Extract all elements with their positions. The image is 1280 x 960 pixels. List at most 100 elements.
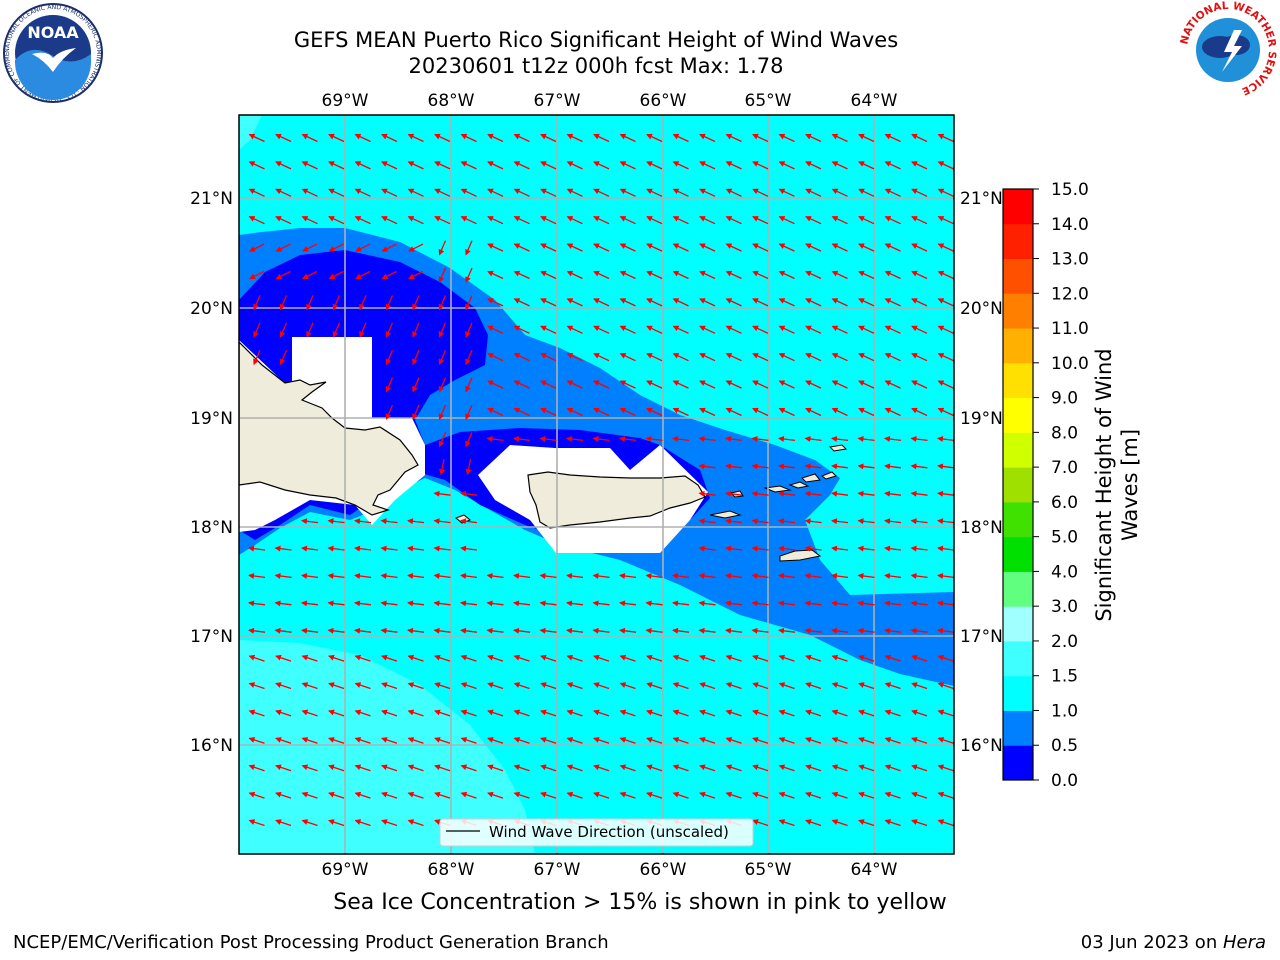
wave-direction-arrow [698, 490, 716, 497]
colorbar-tick-label: 14.0 [1051, 215, 1089, 235]
wave-direction-arrow [460, 490, 478, 497]
wave-direction-arrow [355, 270, 371, 280]
wave-direction-arrow [778, 791, 795, 799]
wave-direction-arrow [937, 161, 954, 170]
wave-direction-arrow [911, 243, 928, 252]
wave-direction-arrow [407, 573, 425, 579]
wave-direction-arrow [858, 325, 875, 334]
wave-direction-arrow [752, 737, 769, 744]
wave-direction-arrow [805, 243, 822, 252]
wave-direction-arrow [328, 682, 345, 690]
wave-direction-arrow [699, 133, 716, 143]
wave-direction-arrow [910, 436, 928, 442]
wave-direction-arrow [752, 325, 769, 334]
wave-direction-arrow [911, 764, 928, 772]
wave-direction-arrow [434, 764, 451, 772]
wave-direction-arrow [407, 545, 425, 552]
colorbar-swatch [1003, 467, 1033, 503]
wave-direction-arrow [672, 243, 689, 252]
wave-direction-arrow [301, 545, 319, 552]
wave-direction-arrow [619, 682, 636, 690]
colorbar-swatch [1003, 223, 1033, 260]
wave-direction-arrow [593, 270, 610, 280]
wave-direction-arrow [911, 791, 928, 799]
wave-direction-arrow [460, 518, 478, 525]
wave-direction-arrow [438, 377, 447, 393]
wave-direction-arrow [672, 654, 689, 662]
wave-direction-arrow [381, 188, 398, 197]
legend-label: Wind Wave Direction (unscaled) [489, 823, 729, 841]
wave-direction-arrow [911, 188, 928, 197]
wave-direction-arrow [460, 654, 477, 662]
wave-direction-arrow [804, 627, 822, 634]
wave-direction-arrow [407, 133, 424, 143]
wave-direction-arrow [911, 737, 928, 744]
wave-direction-arrow [381, 161, 398, 170]
wave-direction-arrow [752, 764, 769, 772]
wave-direction-arrow [460, 682, 477, 690]
wave-direction-arrow [619, 573, 637, 579]
wave-direction-arrow [831, 490, 849, 497]
wave-direction-arrow [465, 322, 473, 338]
wave-direction-arrow [407, 764, 424, 772]
wave-direction-arrow [884, 709, 901, 717]
wave-direction-arrow [385, 349, 394, 366]
wave-direction-arrow [381, 764, 398, 772]
wave-direction-arrow [884, 791, 901, 799]
wave-direction-arrow [487, 380, 504, 389]
wave-direction-arrow [253, 322, 261, 338]
lon-label-top: 69°W [322, 91, 369, 111]
colorbar-swatch [1003, 397, 1033, 433]
colorbar-tick-label: 11.0 [1051, 319, 1089, 339]
wave-direction-arrow [513, 600, 531, 607]
wave-direction-arrow [672, 407, 689, 417]
wave-direction-arrow [752, 682, 769, 690]
wave-direction-arrow [672, 325, 689, 334]
wave-direction-arrow [540, 243, 557, 252]
wave-direction-arrow [248, 819, 265, 827]
wave-direction-arrow [513, 791, 530, 799]
wave-direction-arrow [857, 573, 875, 579]
graticule [239, 115, 954, 854]
lat-label-left: 21°N [190, 189, 233, 209]
wave-direction-arrow [672, 353, 689, 362]
wave-direction-arrow [699, 298, 716, 307]
axis-labels: 69°W 69°W 68°W 68°W 67°W 67°W 66°W 66°W 65°W 65°W… [190, 91, 1003, 880]
wave-direction-arrow [275, 791, 292, 799]
wave-direction-arrow [831, 407, 848, 417]
nws-logo: NATIONAL WEATHER SERVICE [1178, 0, 1278, 98]
colorbar-tick-label: 4.0 [1051, 562, 1078, 582]
wave-direction-arrow [539, 573, 557, 579]
colorbar-tick-label: 3.0 [1051, 597, 1078, 617]
wave-direction-arrow [275, 654, 292, 662]
wave-direction-arrow [672, 709, 689, 717]
wave-direction-arrow [778, 133, 795, 143]
wave-direction-arrow [884, 216, 901, 225]
wave-direction-arrow [487, 407, 504, 417]
wave-direction-arrow [385, 377, 394, 393]
wave-direction-arrow [540, 737, 557, 744]
colorbar-tick-label: 6.0 [1051, 493, 1078, 513]
wave-direction-arrow [460, 737, 477, 744]
wave-direction-arrow [937, 819, 954, 827]
wave-direction-arrow [593, 682, 610, 690]
wave-direction-arrow [327, 600, 345, 607]
wave-direction-arrow [487, 325, 504, 334]
wave-direction-arrow [540, 654, 557, 662]
lat-label-left: 18°N [190, 518, 233, 538]
wave-direction-arrow [778, 490, 796, 497]
wave-direction-arrow [752, 188, 769, 197]
colorbar-swatch [1003, 189, 1033, 225]
wave-direction-arrow [327, 573, 345, 579]
wave-direction-arrow [778, 600, 796, 607]
wave-direction-arrow [253, 295, 261, 311]
lat-label-left: 20°N [190, 299, 233, 319]
wave-direction-arrow [672, 188, 689, 197]
wave-direction-arrow [412, 349, 420, 366]
wave-direction-arrow [911, 380, 928, 389]
colorbar: 0.0 0.5 1.0 1.5 2.0 3.0 4.0 5.0 6.0 7.0 8.0 9.0 10.0… [1002, 180, 1089, 791]
wave-direction-arrow [328, 737, 345, 744]
wave-direction-arrow [911, 407, 928, 417]
wave-direction-arrow [434, 188, 451, 197]
wave-direction-arrow [513, 188, 530, 197]
